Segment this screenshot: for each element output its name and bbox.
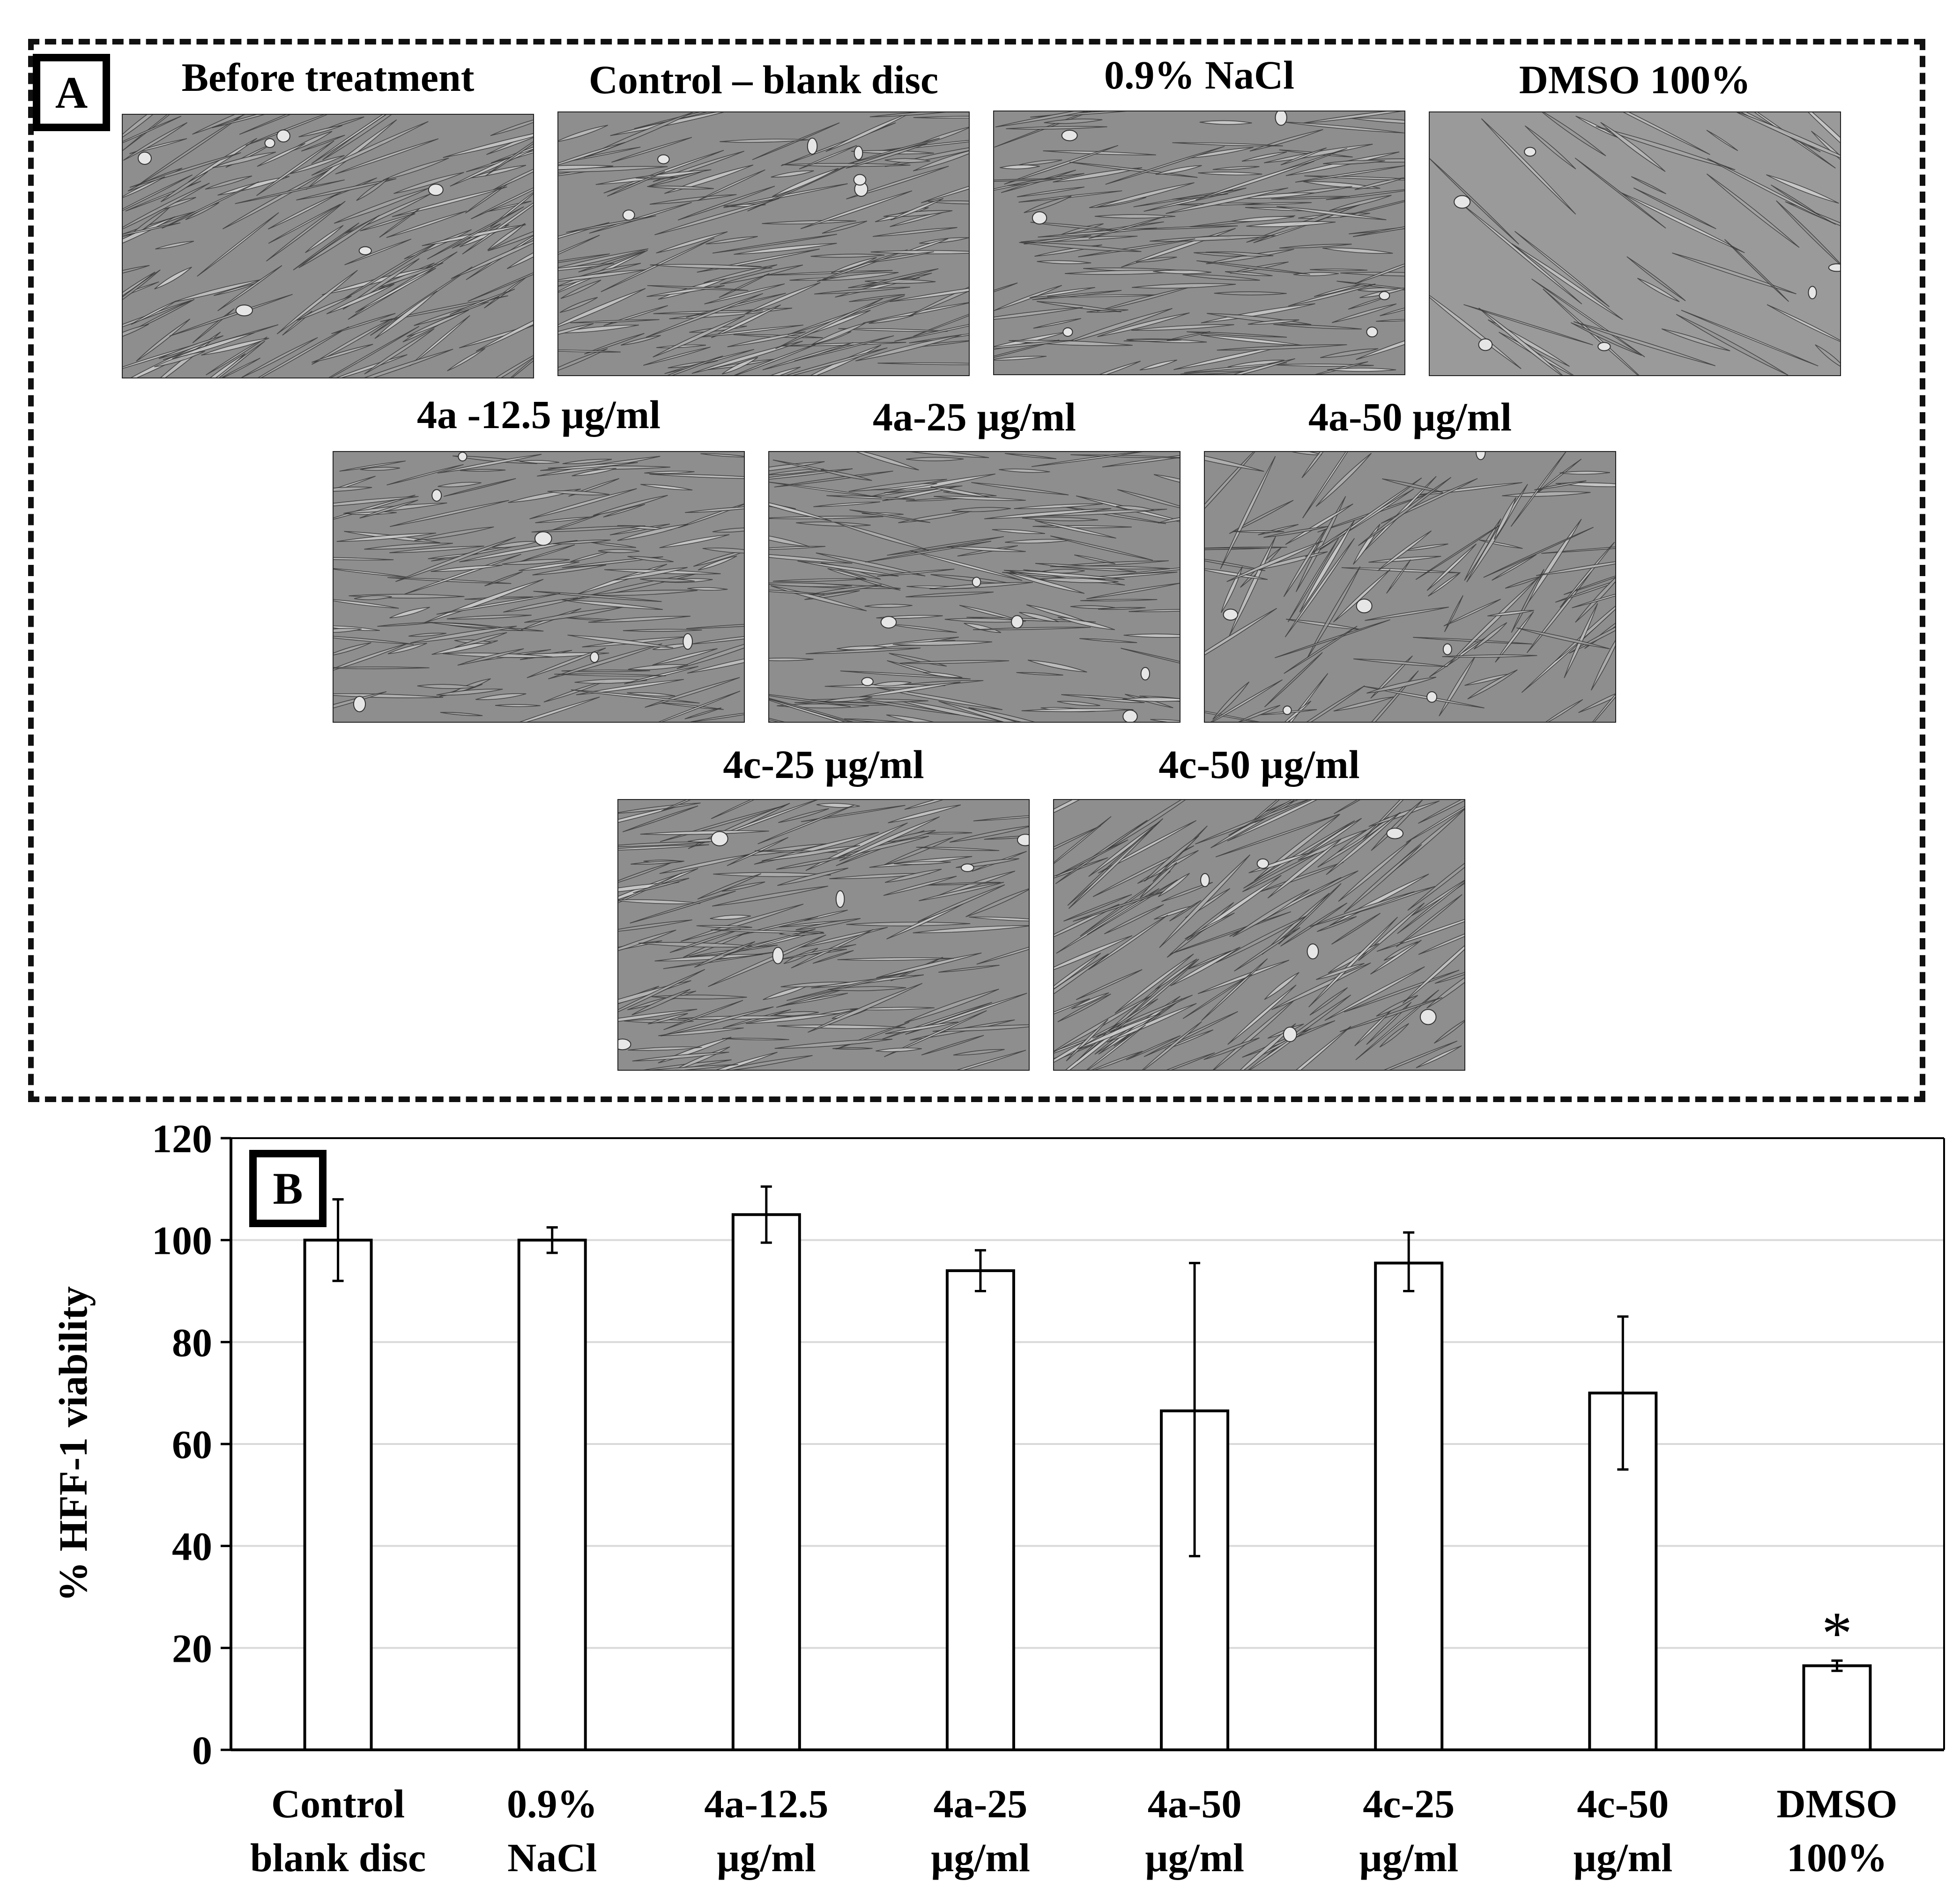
- bar: [303, 1238, 373, 1752]
- x-category-label: DMSO: [1776, 1781, 1897, 1826]
- micrograph-before-treatment: [122, 114, 534, 378]
- micrograph-dmso: [1429, 111, 1841, 376]
- micrograph-4c-25-label: 4c-25 µg/ml: [723, 742, 924, 787]
- x-category-label: µg/ml: [931, 1835, 1030, 1880]
- x-category-label: µg/ml: [1145, 1835, 1244, 1880]
- x-category-label: 4c-25: [1363, 1781, 1455, 1826]
- micrograph-before-treatment-label: Before treatment: [181, 55, 475, 100]
- micrograph-4c-50-label: 4c-50 µg/ml: [1158, 742, 1360, 787]
- micrograph-control-blank-disc-label: Control – blank disc: [588, 57, 939, 102]
- significance-asterisk: *: [1822, 1600, 1852, 1667]
- x-category-label: NaCl: [507, 1835, 597, 1880]
- micrograph-4c-25: [617, 799, 1030, 1071]
- x-category-label: 100%: [1787, 1835, 1887, 1880]
- x-category-label: 4a-12.5: [704, 1781, 828, 1826]
- micrograph-4a-12-5-label: 4a -12.5 µg/ml: [416, 392, 661, 437]
- y-tick-label: 120: [152, 1116, 212, 1161]
- bar: [731, 1213, 801, 1751]
- x-category-label: Control: [271, 1781, 405, 1826]
- y-tick-label: 0: [192, 1728, 212, 1773]
- x-category-label: 0.9%: [507, 1781, 598, 1826]
- micrograph-dmso-label: DMSO 100%: [1519, 57, 1751, 102]
- panel-a-letter: A: [33, 54, 110, 131]
- panel-b-letter: B: [249, 1150, 327, 1227]
- micrograph-4a-25-label: 4a-25 µg/ml: [872, 394, 1077, 439]
- micrograph-nacl: [993, 111, 1405, 375]
- panel-a-micrographs: [28, 39, 1925, 1102]
- micrograph-nacl-label: 0.9% NaCl: [1104, 52, 1295, 97]
- bar: [945, 1269, 1015, 1751]
- micrograph-4a-50-label: 4a-50 µg/ml: [1308, 394, 1512, 439]
- x-category-label: blank disc: [250, 1835, 426, 1880]
- x-category-label: µg/ml: [717, 1835, 816, 1880]
- micrograph-4a-50: [1204, 451, 1616, 723]
- x-category-label: 4a-25: [934, 1781, 1028, 1826]
- x-category-label: 4a-50: [1148, 1781, 1242, 1826]
- micrograph-4a-12-5: [333, 451, 745, 723]
- bar: [1802, 1664, 1872, 1752]
- bar: [517, 1238, 587, 1752]
- micrograph-control-blank-disc: [557, 111, 970, 376]
- x-category-label: µg/ml: [1573, 1835, 1672, 1880]
- y-tick-label: 100: [152, 1218, 212, 1263]
- y-tick-label: 60: [172, 1422, 212, 1467]
- x-category-label: 4c-50: [1577, 1781, 1669, 1826]
- micrograph-4a-25: [768, 451, 1180, 723]
- micrograph-4c-50: [1053, 799, 1465, 1071]
- y-axis-title: % HFF-1 viability: [51, 1286, 96, 1602]
- y-tick-label: 40: [172, 1524, 212, 1569]
- y-tick-label: 80: [172, 1320, 212, 1365]
- x-category-label: µg/ml: [1359, 1835, 1458, 1880]
- y-tick-label: 20: [172, 1626, 212, 1671]
- bar: [1374, 1261, 1444, 1751]
